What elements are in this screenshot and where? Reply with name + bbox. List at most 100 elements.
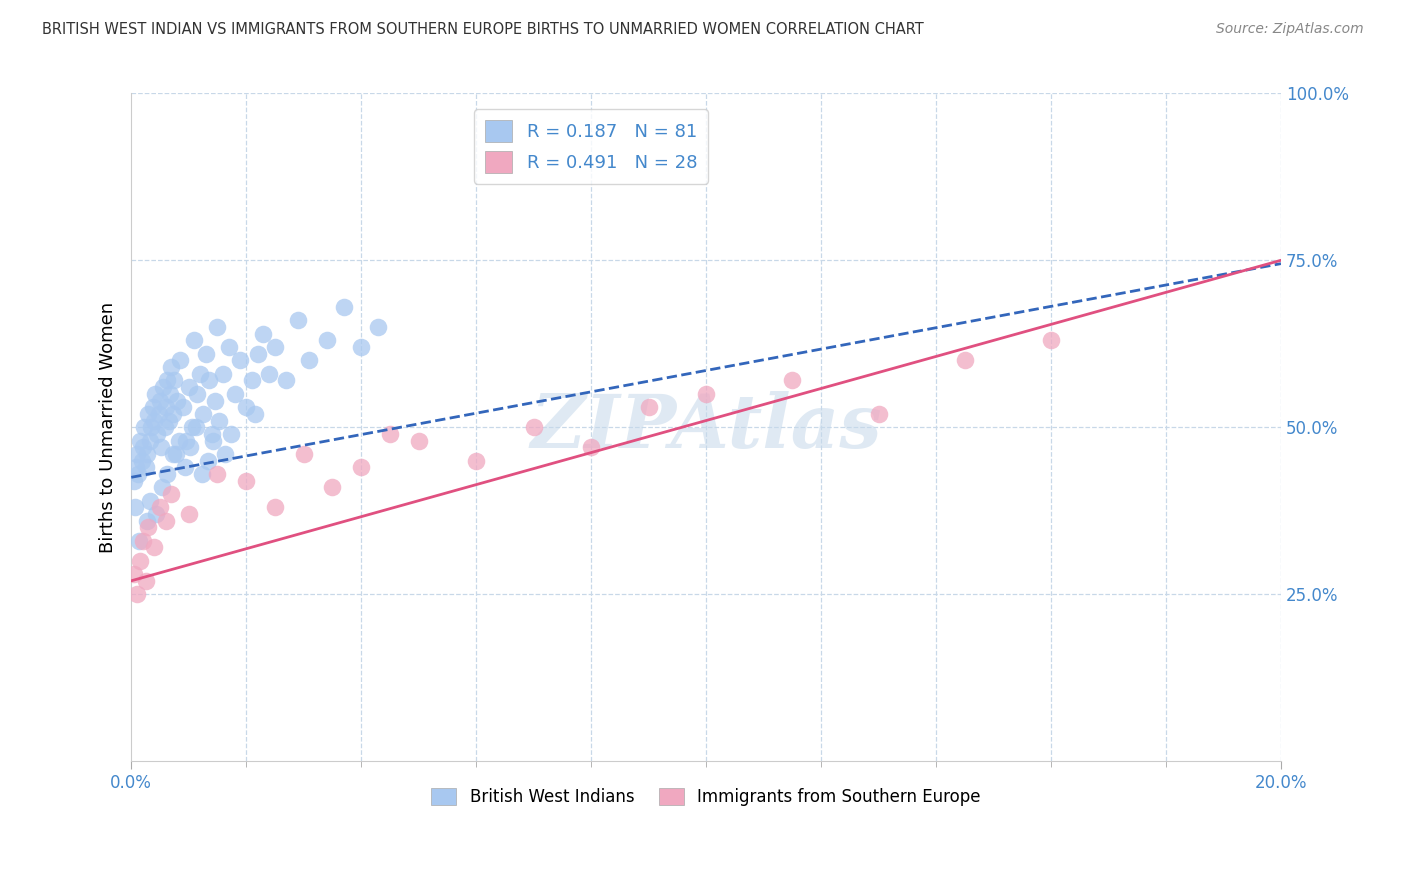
Point	[1040, 334, 1063, 348]
Point	[218, 340, 240, 354]
Point	[125, 587, 148, 601]
Point	[143, 413, 166, 427]
Point	[408, 434, 430, 448]
Point	[160, 360, 183, 375]
Point	[204, 393, 226, 408]
Point	[165, 447, 187, 461]
Point	[141, 420, 163, 434]
Point	[122, 474, 145, 488]
Point	[350, 460, 373, 475]
Point	[169, 353, 191, 368]
Point	[180, 420, 202, 434]
Point	[125, 460, 148, 475]
Point	[163, 374, 186, 388]
Point	[378, 426, 401, 441]
Point	[153, 420, 176, 434]
Point	[159, 387, 181, 401]
Point	[695, 387, 717, 401]
Point	[162, 407, 184, 421]
Point	[219, 426, 242, 441]
Point	[183, 334, 205, 348]
Point	[321, 480, 343, 494]
Point	[208, 413, 231, 427]
Point	[172, 400, 194, 414]
Point	[124, 500, 146, 515]
Point	[150, 440, 173, 454]
Point	[523, 420, 546, 434]
Point	[191, 467, 214, 481]
Point	[212, 367, 235, 381]
Point	[132, 440, 155, 454]
Point	[139, 493, 162, 508]
Point	[138, 407, 160, 421]
Point	[579, 440, 602, 454]
Point	[145, 507, 167, 521]
Point	[157, 413, 180, 427]
Point	[637, 400, 659, 414]
Point	[276, 374, 298, 388]
Point	[177, 380, 200, 394]
Point	[465, 453, 488, 467]
Point	[195, 347, 218, 361]
Point	[128, 533, 150, 548]
Point	[148, 407, 170, 421]
Point	[150, 480, 173, 494]
Point	[128, 434, 150, 448]
Point	[292, 447, 315, 461]
Point	[287, 313, 309, 327]
Point	[152, 380, 174, 394]
Point	[135, 514, 157, 528]
Point	[160, 487, 183, 501]
Y-axis label: Births to Unmarried Women: Births to Unmarried Women	[100, 301, 117, 553]
Point	[131, 453, 153, 467]
Point	[333, 300, 356, 314]
Point	[177, 507, 200, 521]
Point	[132, 533, 155, 548]
Point	[186, 387, 208, 401]
Text: BRITISH WEST INDIAN VS IMMIGRANTS FROM SOUTHERN EUROPE BIRTHS TO UNMARRIED WOMEN: BRITISH WEST INDIAN VS IMMIGRANTS FROM S…	[42, 22, 924, 37]
Point	[252, 326, 274, 341]
Point	[207, 320, 229, 334]
Point	[191, 407, 214, 421]
Point	[246, 347, 269, 361]
Point	[782, 374, 804, 388]
Point	[350, 340, 373, 354]
Point	[173, 460, 195, 475]
Point	[156, 374, 179, 388]
Point	[264, 340, 287, 354]
Point	[132, 420, 155, 434]
Point	[298, 353, 321, 368]
Point	[207, 467, 229, 481]
Point	[202, 434, 225, 448]
Point	[197, 453, 219, 467]
Point	[127, 467, 149, 481]
Point	[167, 434, 190, 448]
Point	[155, 514, 177, 528]
Point	[315, 334, 337, 348]
Point	[128, 554, 150, 568]
Point	[174, 434, 197, 448]
Point	[166, 393, 188, 408]
Point	[229, 353, 252, 368]
Point	[149, 393, 172, 408]
Point	[240, 374, 263, 388]
Point	[145, 387, 167, 401]
Point	[198, 374, 221, 388]
Point	[142, 400, 165, 414]
Point	[186, 420, 208, 434]
Text: Source: ZipAtlas.com: Source: ZipAtlas.com	[1216, 22, 1364, 37]
Point	[201, 426, 224, 441]
Point	[235, 400, 257, 414]
Point	[188, 367, 211, 381]
Point	[155, 400, 177, 414]
Legend: British West Indians, Immigrants from Southern Europe: British West Indians, Immigrants from So…	[425, 781, 987, 813]
Point	[235, 474, 257, 488]
Point	[138, 520, 160, 534]
Point	[125, 447, 148, 461]
Point	[257, 367, 280, 381]
Point	[143, 541, 166, 555]
Point	[179, 440, 201, 454]
Point	[146, 426, 169, 441]
Point	[224, 387, 246, 401]
Point	[135, 574, 157, 588]
